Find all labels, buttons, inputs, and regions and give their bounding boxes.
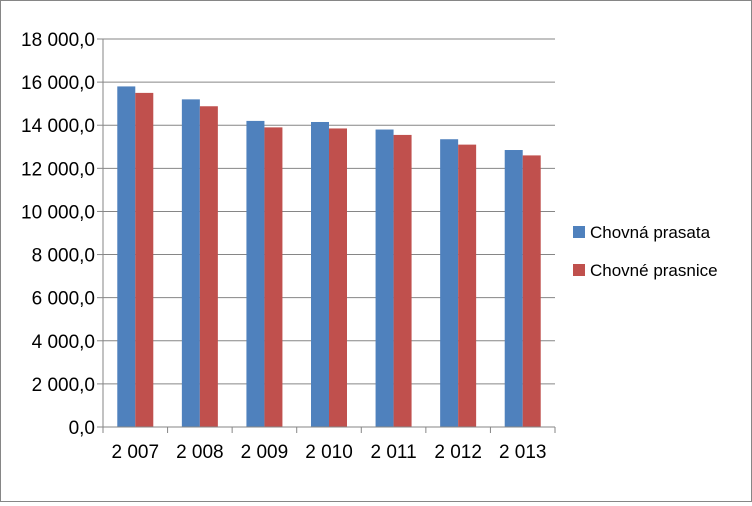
x-tick-labels: 2 007 2 008 2 009 2 010 2 011 2 012 2 013 [112,442,547,463]
bar-chovne-prasnice [522,155,541,427]
bar-chovne-prasnice [264,127,283,427]
bar-chovne-prasnice [199,106,218,428]
legend-swatch [573,226,585,238]
y-tick-label: 14 000,0 [21,116,95,137]
bars [117,86,541,428]
y-tick-label: 8 000,0 [32,246,95,267]
x-tick-label: 2 009 [241,442,289,463]
y-tick-label: 10 000,0 [21,202,95,223]
bar-chovne-prasnice [458,144,477,427]
y-tick-label: 12 000,0 [21,159,95,180]
bar-chovna-prasata [181,99,200,427]
bar-chovne-prasnice [135,92,154,427]
bar-chovna-prasata [375,129,394,428]
x-tick-label: 2 011 [371,442,417,463]
bar-chovna-prasata [440,139,459,427]
bar-chovna-prasata [246,120,265,428]
y-tick-label: 16 000,0 [21,73,95,94]
bar-chovne-prasnice [329,128,347,427]
bar-chovna-prasata [117,86,136,427]
legend: Chovná prasata Chovné prasnice [573,223,718,280]
x-tick-label: 2 007 [112,442,160,463]
y-tick-label: 6 000,0 [32,289,95,310]
bar-chovna-prasata [504,150,523,427]
bar-chovna-prasata [311,121,329,427]
y-tick-label: 4 000,0 [32,332,95,353]
axes [97,38,556,433]
y-tick-label: 18 000,0 [21,30,95,51]
legend-swatch [573,264,585,276]
y-tick-label: 0,0 [69,418,95,439]
y-tick-labels: 0,0 2 000,0 4 000,0 6 000,0 8 000,0 10 000,0 1… [21,30,95,439]
x-tick-label: 2 010 [305,442,353,463]
legend-label: Chovné prasnice [590,261,718,280]
x-tick-label: 2 013 [499,442,547,463]
y-tick-label: 2 000,0 [32,375,95,396]
legend-label: Chovná prasata [590,223,711,242]
x-tick-label: 2 012 [434,442,482,463]
bar-chovne-prasnice [393,134,412,427]
x-tick-label: 2 008 [176,442,224,463]
